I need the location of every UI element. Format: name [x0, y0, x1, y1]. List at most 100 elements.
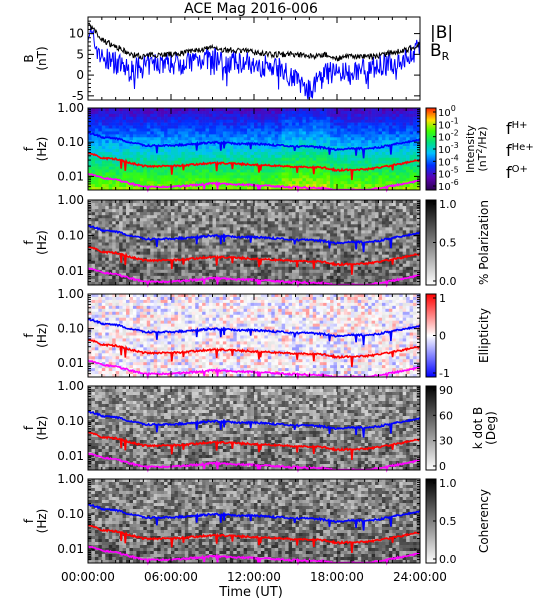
spectrogram-cell: [347, 149, 352, 153]
spectrogram-cell: [191, 215, 196, 219]
spectrogram-cell: [240, 128, 244, 132]
spectrogram-cell: [132, 233, 137, 237]
spectrogram-cell: [347, 128, 352, 132]
spectrogram-cell: [330, 154, 334, 159]
spectrogram-cell: [112, 122, 116, 126]
spectrogram-cell: [326, 248, 331, 252]
spectrogram-cell: [333, 221, 338, 225]
spectrogram-cell: [260, 221, 265, 225]
spectrogram-cell: [160, 272, 165, 277]
spectrogram-cell: [347, 272, 352, 277]
spectrogram-cell: [312, 251, 317, 255]
spectrogram-cell: [347, 119, 352, 123]
spectrogram-cell: [150, 272, 155, 277]
spectrogram-cell: [413, 149, 417, 153]
spectrogram-cell: [146, 218, 151, 222]
spectrogram-cell: [350, 224, 355, 228]
spectrogram-cell: [126, 239, 130, 243]
spectrogram-cell: [215, 263, 220, 268]
spectrogram-cell: [153, 187, 158, 191]
spectrogram-cell: [337, 200, 341, 204]
spectrogram-cell: [305, 251, 310, 255]
spectrogram-cell: [378, 154, 383, 159]
spectrogram-cell: [392, 140, 397, 144]
spectrogram-cell: [264, 149, 269, 153]
spectrogram-cell: [177, 125, 182, 129]
spectrogram-cell: [413, 175, 417, 179]
spectrogram-cell: [281, 154, 286, 159]
spectrogram-cell: [285, 263, 289, 268]
spectrogram-cell: [171, 143, 175, 147]
spectrogram-cell: [333, 125, 338, 129]
spectrogram-cell: [254, 151, 258, 156]
spectrogram-cell: [174, 131, 179, 135]
spectrogram-cell: [157, 119, 161, 123]
spectrogram-cell: [101, 178, 106, 182]
spectrogram-cell: [126, 203, 130, 207]
spectrogram-cell: [202, 260, 206, 265]
spectrogram-cell: [361, 128, 365, 132]
spectrogram-cell: [271, 113, 276, 118]
spectrogram-cell: [388, 116, 393, 121]
spectrogram-cell: [205, 206, 210, 210]
spectrogram-cell: [343, 110, 348, 115]
spectrogram-cell: [343, 143, 348, 147]
spectrogram-cell: [381, 122, 386, 126]
spectrogram-cell: [312, 221, 317, 225]
spectrogram-cell: [105, 248, 110, 252]
spectrogram-cell: [347, 154, 352, 159]
spectrogram-cell: [288, 266, 293, 271]
spectrogram-cell: [375, 175, 379, 179]
spectrogram-cell: [153, 175, 158, 179]
spectrogram-cell: [312, 218, 317, 222]
spectrogram-cell: [409, 116, 414, 121]
spectrogram-cell: [167, 137, 172, 141]
spectrogram-cell: [94, 209, 99, 213]
spectrogram-cell: [157, 149, 161, 153]
spectrogram-cell: [160, 116, 165, 121]
spectrogram-cell: [364, 172, 369, 176]
spectrogram-cell: [153, 110, 158, 115]
spectrogram-cell: [108, 200, 113, 204]
spectrogram-cell: [368, 200, 372, 204]
spectrogram-cell: [278, 113, 282, 118]
spectrogram-cell: [160, 122, 165, 126]
spectrogram-cell: [101, 131, 106, 135]
spectrogram-cell: [188, 116, 193, 121]
spectrogram-cell: [126, 110, 130, 115]
spectrogram-cell: [105, 263, 110, 268]
spectrogram-cell: [101, 257, 106, 262]
spectrogram-cell: [236, 239, 241, 243]
spectrogram-cell: [247, 242, 251, 246]
spectrogram-cell: [195, 200, 199, 204]
spectrogram-cell: [378, 113, 383, 118]
spectrogram-cell: [153, 184, 158, 188]
spectrogram-cell: [274, 254, 279, 258]
spectrogram-cell: [264, 140, 269, 144]
spectrogram-cell: [247, 275, 251, 280]
spectrogram-cell: [233, 248, 238, 252]
spectrogram-cell: [364, 175, 369, 179]
spectrogram-cell: [371, 200, 376, 204]
spectrogram-cell: [177, 119, 182, 123]
spectrogram-cell: [364, 257, 369, 262]
spectrogram-cell: [337, 272, 341, 277]
spectrogram-cell: [219, 113, 224, 118]
spectrogram-cell: [409, 166, 414, 170]
spectrogram-cell: [157, 221, 161, 225]
spectrogram-cell: [381, 110, 386, 115]
spectrogram-cell: [150, 239, 155, 243]
spectrogram-cell: [319, 128, 324, 132]
spectrogram-cell: [105, 166, 110, 170]
spectrogram-cell: [330, 119, 334, 123]
spectrogram-cell: [316, 242, 321, 246]
spectrogram-cell: [191, 160, 196, 164]
spectrogram-cell: [357, 251, 362, 255]
spectrogram-cell: [222, 178, 227, 182]
spectrogram-cell: [295, 257, 300, 262]
spectrogram-cell: [160, 251, 165, 255]
spectrogram-cell: [160, 245, 165, 249]
spectrogram-cell: [143, 157, 148, 162]
spectrogram-cell: [274, 149, 279, 153]
spectrogram-cell: [112, 224, 116, 228]
